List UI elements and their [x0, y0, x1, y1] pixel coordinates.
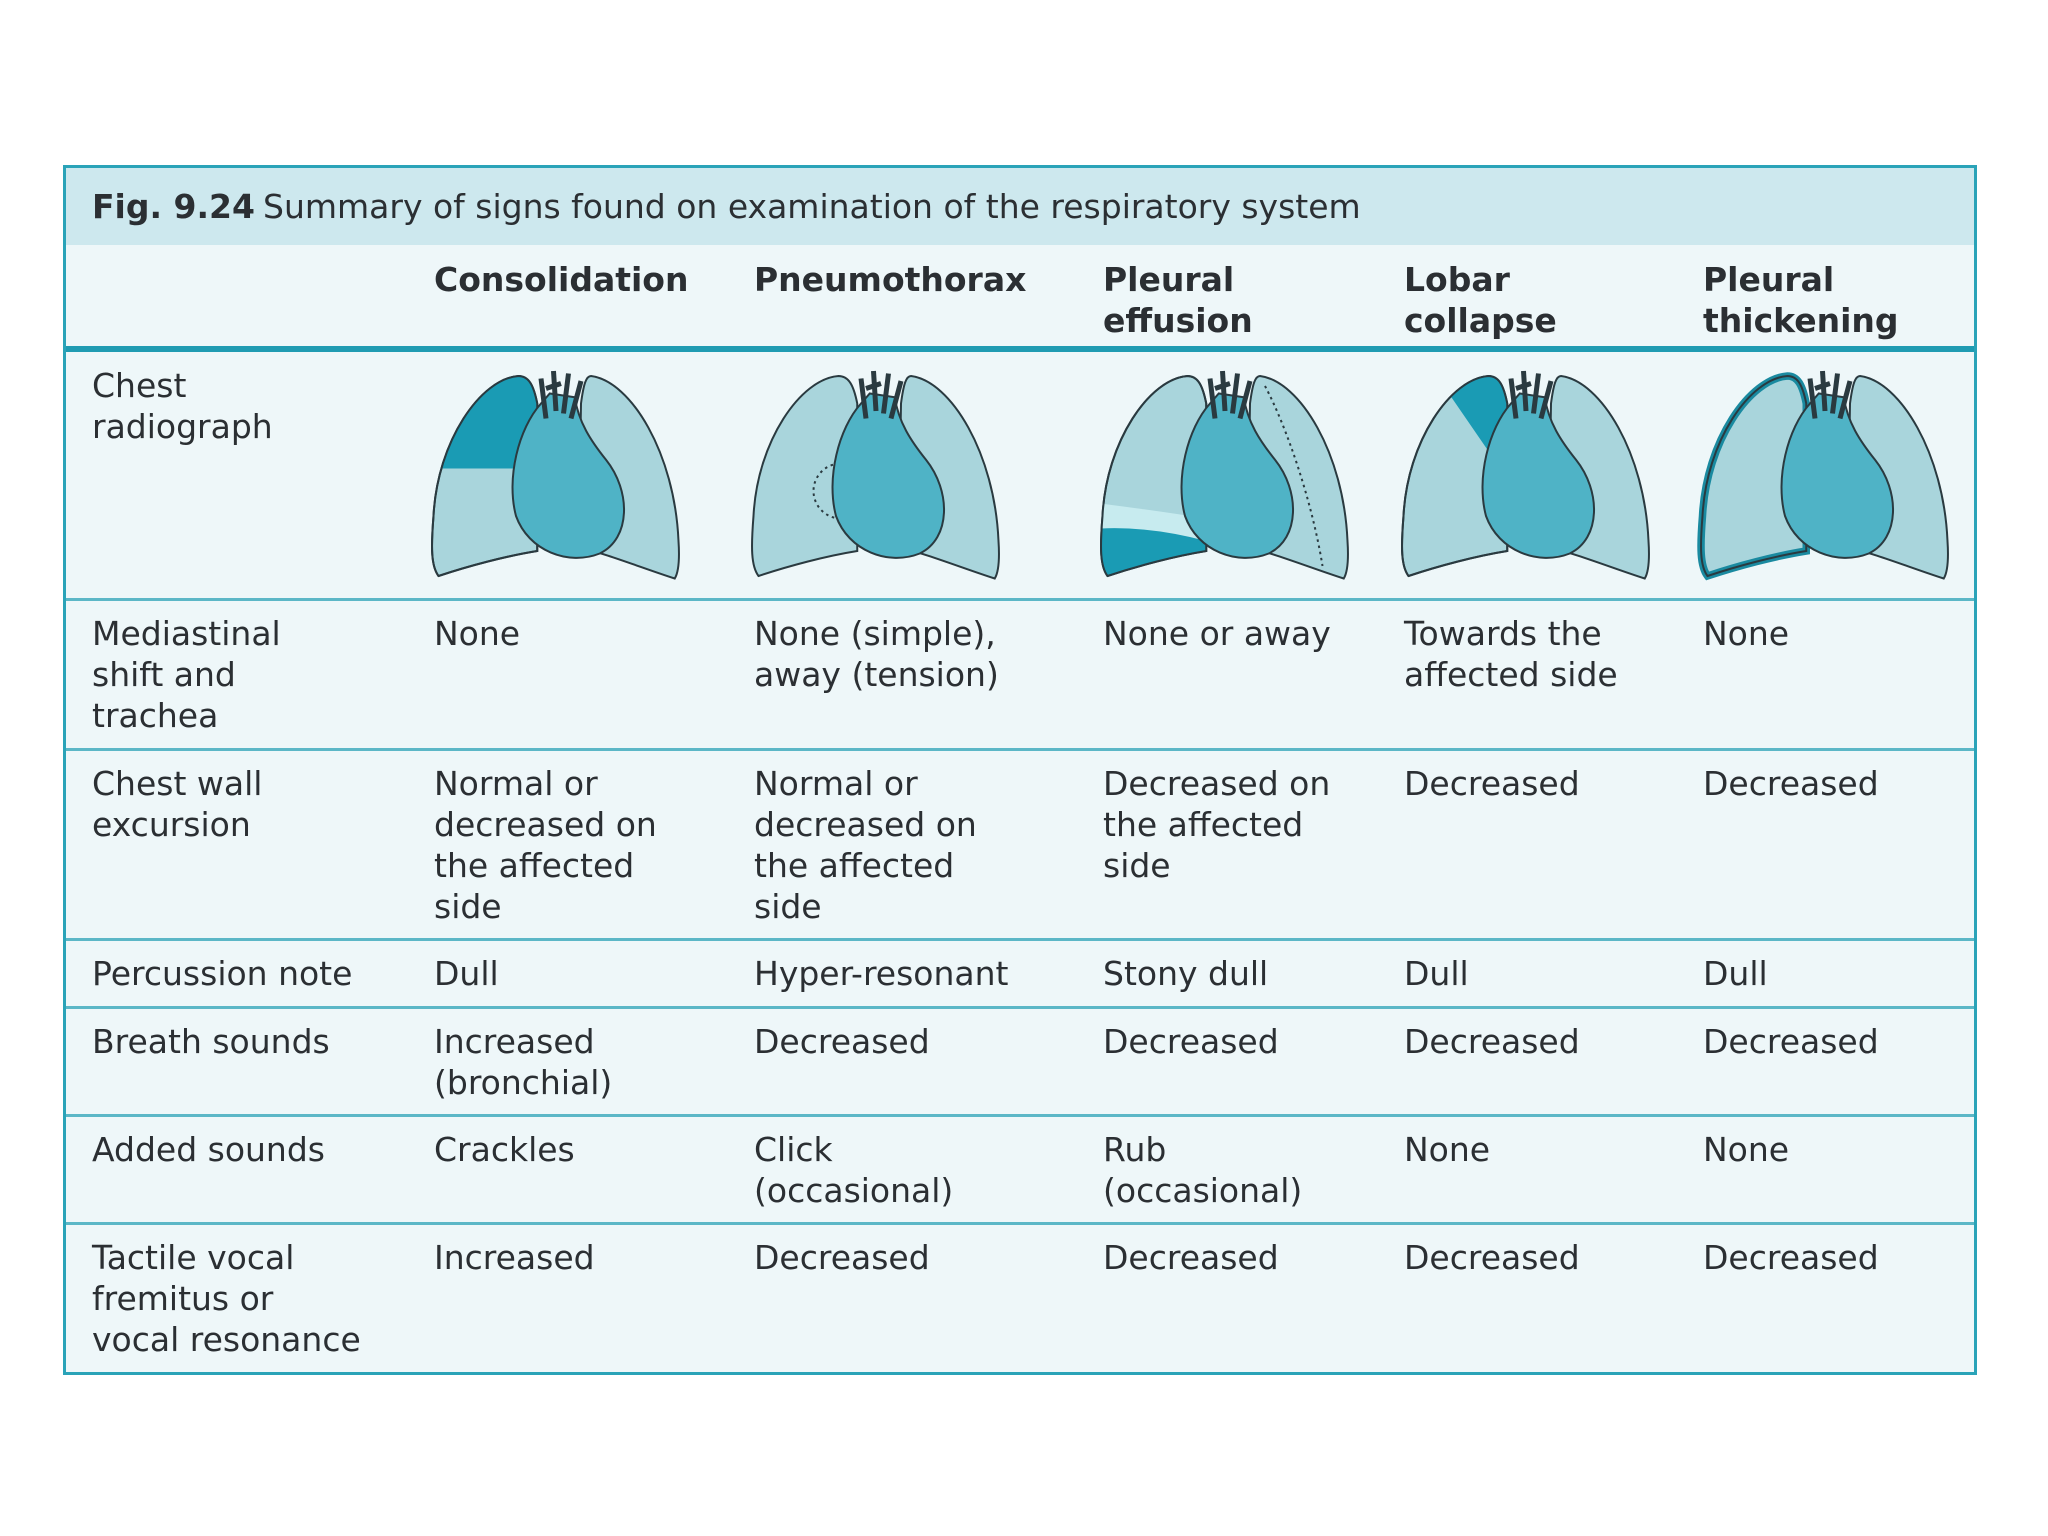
column-header: Pleural effusion	[1103, 260, 1253, 340]
row-label: Tactile vocal fremitus or vocal resonanc…	[92, 1238, 361, 1359]
cell: None (simple), away (tension)	[754, 614, 999, 694]
cell: Decreased	[1703, 1238, 1879, 1277]
row-line	[66, 1006, 1974, 1009]
cell: Dull	[434, 954, 499, 993]
column-header: Consolidation	[434, 260, 689, 299]
table: Fig. 9.24 Summary of signs found on exam…	[63, 165, 1977, 1375]
cell: Decreased	[1404, 764, 1580, 803]
cell: Decreased	[1103, 1238, 1279, 1277]
cell: Crackles	[434, 1130, 575, 1169]
cell: Dull	[1703, 954, 1768, 993]
cell: Decreased	[1404, 1022, 1580, 1061]
cell: Normal or decreased on the affected side	[434, 764, 657, 926]
column-header: Pleural thickening	[1703, 260, 1899, 340]
cell: Decreased	[1404, 1238, 1580, 1277]
row-label: Chest radiograph	[92, 366, 273, 446]
cell: Dull	[1404, 954, 1469, 993]
cell: Normal or decreased on the affected side	[754, 764, 977, 926]
cell: None	[1703, 614, 1790, 653]
row-line	[66, 598, 1974, 601]
row-label: Breath sounds	[92, 1022, 330, 1061]
cell: Rub (occasional)	[1103, 1130, 1303, 1210]
caption-band: Fig. 9.24 Summary of signs found on exam…	[66, 168, 1974, 245]
header-row	[66, 245, 1974, 352]
row-label: Mediastinal shift and trachea	[92, 614, 281, 735]
cell: Increased (bronchial)	[434, 1022, 613, 1102]
cell: None	[1404, 1130, 1491, 1169]
cell: Decreased	[754, 1022, 930, 1061]
cell: None	[434, 614, 521, 653]
column-header: Lobar collapse	[1404, 260, 1557, 340]
cell: Increased	[434, 1238, 595, 1277]
cell: None or away	[1103, 614, 1331, 653]
cell: Stony dull	[1103, 954, 1269, 993]
row-label: Chest wall excursion	[92, 764, 263, 844]
cell: Decreased	[1703, 764, 1879, 803]
row-label: Percussion note	[92, 954, 353, 993]
row-line	[66, 1114, 1974, 1117]
row-line	[66, 938, 1974, 941]
column-header: Pneumothorax	[754, 260, 1027, 299]
figure-label: Fig. 9.24	[92, 187, 255, 226]
cell: Decreased	[1103, 1022, 1279, 1061]
cell: Click (occasional)	[754, 1130, 954, 1210]
cell: Decreased on the affected side	[1103, 764, 1331, 885]
cell: Decreased	[1703, 1022, 1879, 1061]
cell: Decreased	[754, 1238, 930, 1277]
row-line	[66, 748, 1974, 751]
row-line	[66, 1222, 1974, 1225]
row-label: Added sounds	[92, 1130, 325, 1169]
cell: Towards the affected side	[1404, 614, 1618, 694]
cell: Hyper-resonant	[754, 954, 1009, 993]
figure-caption: Summary of signs found on examination of…	[263, 187, 1361, 226]
cell: None	[1703, 1130, 1790, 1169]
